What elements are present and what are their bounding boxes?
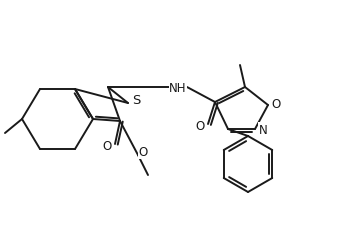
Text: O: O <box>195 120 205 133</box>
Text: O: O <box>138 146 148 159</box>
Text: N: N <box>259 123 267 136</box>
Text: S: S <box>132 94 140 107</box>
Text: O: O <box>102 140 112 153</box>
Text: NH: NH <box>169 81 187 94</box>
Text: O: O <box>271 98 280 111</box>
